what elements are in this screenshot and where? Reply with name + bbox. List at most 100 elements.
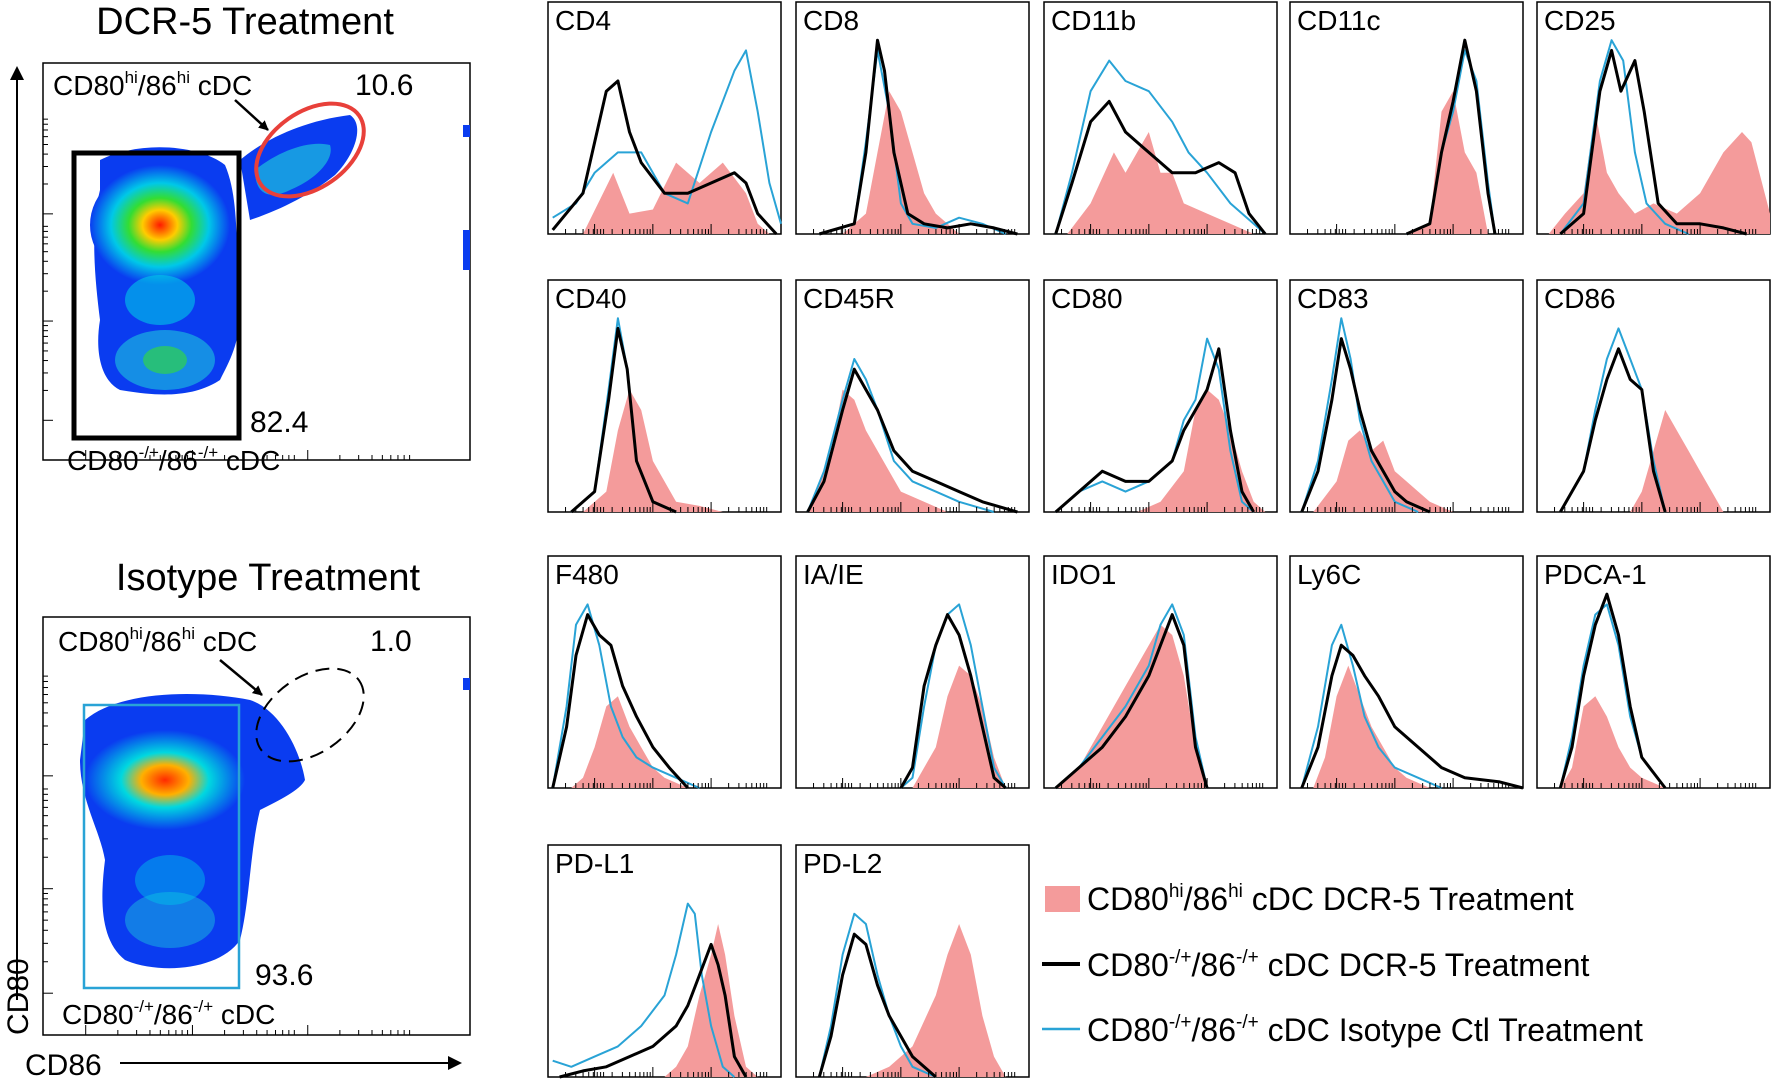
- legend-label: CD80-/+/86-/+ cDC Isotype Ctl Treatment: [1087, 1012, 1643, 1048]
- panel-marker-label: CD86: [1544, 283, 1616, 314]
- histogram-panel: Ly6C: [1289, 555, 1524, 790]
- gate-label-low: CD80-/+/86-/+ cDC: [62, 997, 275, 1030]
- series-filled-area: [1630, 410, 1724, 512]
- series-blue-line: [1054, 59, 1266, 235]
- density-cloud: [80, 678, 470, 969]
- histogram-grid: CD4 CD8 CD11b CD11c CD25 CD40 CD45R CD80 CD83 CD8…: [547, 1, 1771, 1079]
- series-black-line: [1054, 347, 1256, 514]
- legend-item-blue: CD80-/+/86-/+ cDC Isotype Ctl Treatment: [1042, 1012, 1643, 1048]
- series-filled-area: [807, 389, 948, 512]
- gate-value-high: 10.6: [355, 69, 413, 102]
- panel-marker-label: CD8: [803, 5, 859, 36]
- axis-ticks: [43, 675, 411, 1035]
- series-blue-line: [1055, 337, 1255, 513]
- series-blue-line: [900, 603, 1007, 789]
- histogram-panel: CD86: [1536, 279, 1771, 513]
- panel-marker-label: CD45R: [803, 283, 895, 314]
- legend-item-filled: CD80hi/86hi cDC DCR-5 Treatment: [1045, 881, 1574, 917]
- series-black-line: [570, 326, 677, 514]
- gate-value-high: 1.0: [370, 625, 412, 658]
- series-filled-area: [1560, 696, 1666, 788]
- series-filled-area: [571, 696, 688, 788]
- histogram-panel: CD45R: [795, 279, 1030, 514]
- series-black-line: [1300, 337, 1431, 514]
- gate-ellipse-high: [255, 667, 365, 763]
- series-filled-area: [1313, 665, 1430, 788]
- x-axis-label: CD86: [25, 1049, 102, 1082]
- gate-value-low: 93.6: [255, 959, 313, 992]
- series-black-line: [1559, 48, 1748, 236]
- panel-marker-label: CD25: [1544, 5, 1616, 36]
- legend-item-black: CD80-/+/86-/+ cDC DCR-5 Treatment: [1042, 947, 1590, 983]
- series-blue-line: [552, 49, 782, 225]
- panel-frame: [1289, 1, 1524, 235]
- axis-ticks: [43, 118, 411, 460]
- y-axis-label: CD80: [2, 958, 35, 1035]
- legend-label: CD80hi/86hi cDC DCR-5 Treatment: [1087, 881, 1574, 917]
- panel-marker-label: CD83: [1297, 283, 1369, 314]
- panel-marker-label: IA/IE: [803, 559, 864, 590]
- panel-frame: [1536, 555, 1771, 789]
- legend: CD80hi/86hi cDC DCR-5 Treatment CD80-/+/…: [1042, 881, 1643, 1048]
- panel-marker-label: PDCA-1: [1544, 559, 1647, 590]
- gate-value-low: 82.4: [250, 406, 308, 439]
- density-plot-dcr5: DCR-5 Treatment CD80hi/86hi cDC 10.6 82.…: [42, 1, 471, 476]
- panel-marker-label: Ly6C: [1297, 559, 1361, 590]
- series-black-line: [551, 79, 778, 236]
- gate-label-high: CD80hi/86hi cDC: [58, 624, 257, 657]
- panel-frame: [547, 279, 782, 513]
- series-black-line: [1054, 613, 1209, 790]
- panel-marker-label: PD-L1: [555, 848, 634, 879]
- histogram-panel: CD40: [547, 279, 782, 514]
- panel-marker-label: CD4: [555, 5, 611, 36]
- density-plot-isotype: Isotype Treatment CD80hi/86hi cDC 1.0 93…: [42, 557, 471, 1036]
- panel-marker-label: CD80: [1051, 283, 1123, 314]
- histogram-panel: CD83: [1289, 279, 1524, 514]
- series-filled-area: [664, 924, 758, 1077]
- series-filled-area: [912, 665, 1006, 788]
- panel-marker-label: IDO1: [1051, 559, 1116, 590]
- panel-marker-label: CD11b: [1051, 5, 1136, 36]
- histogram-panel: IDO1: [1043, 555, 1278, 790]
- panel-frame: [1289, 555, 1524, 789]
- series-black-line: [551, 613, 689, 790]
- gate-ellipse-high: [254, 101, 366, 199]
- gate-arrow: [219, 659, 263, 696]
- panel-marker-label: CD40: [555, 283, 627, 314]
- series-filled-area: [842, 91, 960, 234]
- series-black-line: [1300, 643, 1524, 790]
- series-black-line: [1558, 347, 1667, 513]
- gate-label-low: CD80-/+/86-/+ cDC: [67, 443, 280, 476]
- series-black-line: [559, 942, 748, 1079]
- histogram-panel: CD25: [1536, 1, 1771, 236]
- density-plot-title: Isotype Treatment: [116, 557, 421, 599]
- gate-label-high: CD80hi/86hi cDC: [53, 68, 252, 101]
- panel-marker-label: PD-L2: [803, 848, 882, 879]
- histogram-panel: CD11b: [1043, 1, 1278, 235]
- histogram-panel: PD-L2: [795, 844, 1030, 1079]
- legend-label: CD80-/+/86-/+ cDC DCR-5 Treatment: [1087, 947, 1590, 983]
- series-black-line: [1558, 592, 1667, 789]
- series-blue-line: [1300, 623, 1442, 789]
- series-blue-line: [818, 912, 937, 1078]
- gate-rectangle-low: [71, 150, 242, 441]
- series-black-line: [818, 38, 1018, 236]
- panel-frame: [795, 555, 1030, 789]
- density-plot-title: DCR-5 Treatment: [96, 1, 394, 43]
- gate-rectangle-low: [82, 703, 241, 990]
- series-filled-area: [865, 924, 1006, 1077]
- panel-marker-label: F480: [555, 559, 619, 590]
- series-blue-line: [551, 603, 700, 789]
- series-blue-line: [552, 902, 736, 1078]
- panel-marker-label: CD11c: [1297, 5, 1381, 36]
- panel-frame: [547, 844, 782, 1078]
- density-cloud: [90, 115, 470, 395]
- series-black-line: [806, 367, 1018, 514]
- histogram-panel: CD8: [795, 1, 1030, 236]
- series-filled-area: [1406, 91, 1488, 234]
- histogram-panel: IA/IE: [795, 555, 1030, 790]
- histogram-panel: PD-L1: [547, 844, 782, 1079]
- series-black-line: [899, 613, 1007, 790]
- series-filled-area: [1067, 132, 1254, 234]
